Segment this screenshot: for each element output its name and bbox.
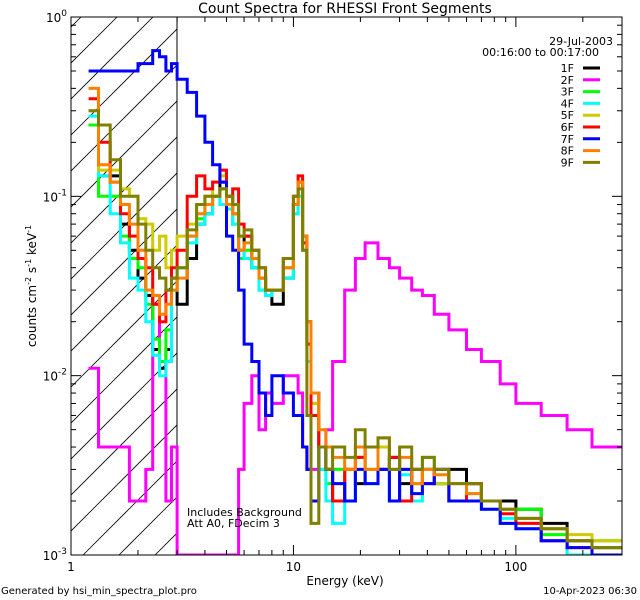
hatch-line (71, 17, 118, 64)
hatch-line (71, 244, 177, 352)
hatch-line (71, 17, 82, 28)
generated-by-label: Generated by hsi_min_spectra_plot.pro (1, 586, 197, 597)
chart-title: Count Spectra for RHESSI Front Segments (198, 1, 492, 17)
legend-label-1F: 1F (561, 62, 574, 75)
legend-label-4F: 4F (561, 97, 574, 110)
y-tick-label: 10-1 (43, 188, 67, 204)
legend-label-2F: 2F (561, 74, 574, 87)
hatch-line (71, 388, 177, 496)
timestamp-label: 10-Apr-2023 06:30 (543, 586, 637, 597)
legend-label-6F: 6F (561, 121, 574, 134)
annotation-background: Includes Background (187, 506, 302, 519)
time-range-label: 00:16:00 to 00:17:00 (482, 46, 599, 59)
series-line-9F (88, 109, 622, 550)
hatch-line (71, 28, 177, 136)
legend-label-5F: 5F (561, 109, 574, 122)
hatch-line (71, 208, 177, 316)
legend-label-9F: 9F (561, 156, 574, 169)
hatch-line (71, 172, 177, 280)
hatch-line (71, 280, 177, 388)
hatch-line (71, 424, 177, 532)
y-tick-label: 10-2 (43, 368, 67, 384)
date-label: 29-Jul-2003 (549, 35, 613, 48)
y-tick-label: 10-3 (43, 547, 67, 563)
legend-label-7F: 7F (561, 133, 574, 146)
legend-label-8F: 8F (561, 145, 574, 158)
hatch-line (71, 64, 177, 172)
hatch-line (71, 352, 177, 460)
annotation-attenuator: Att A0, FDecim 3 (187, 517, 280, 530)
y-tick-label: 100 (46, 9, 67, 25)
legend-label-3F: 3F (561, 86, 574, 99)
series-line-2F (88, 241, 622, 555)
series-line-8F (88, 86, 622, 550)
hatch-line (71, 17, 154, 100)
hatch-line (71, 316, 177, 424)
y-axis-label: counts cm-2 s-1 keV-1 (24, 225, 39, 347)
plot-frame (70, 16, 623, 556)
x-tick-label: 10 (286, 560, 301, 574)
x-tick-label: 100 (504, 560, 527, 574)
x-axis-label: Energy (keV) (306, 574, 383, 588)
x-tick-label: 1 (67, 560, 75, 574)
